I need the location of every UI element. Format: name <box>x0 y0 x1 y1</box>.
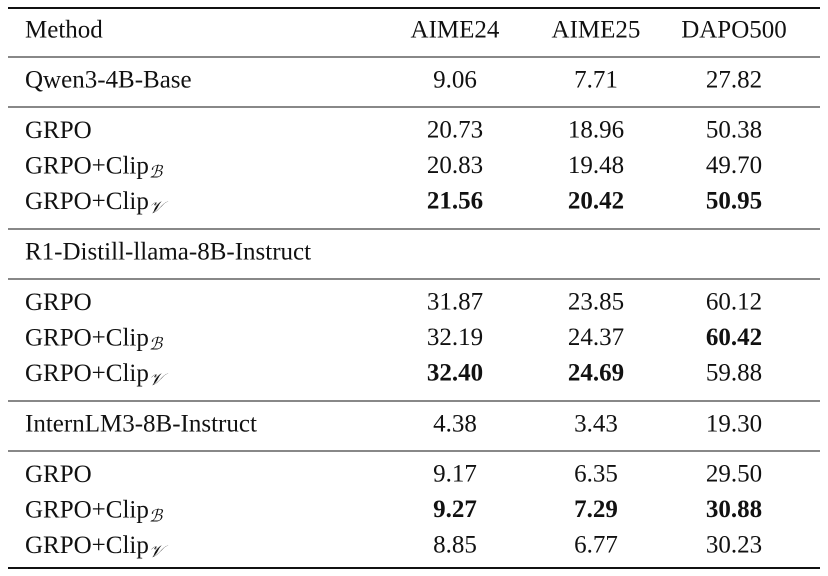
method-name: GRPO <box>25 117 92 144</box>
score-cell: 30.88 <box>706 496 762 523</box>
method-subscript: ℬ <box>149 334 164 353</box>
method-cell: GRPO <box>25 461 92 488</box>
method-name: GRPO+Clip <box>25 360 149 387</box>
score-cell: 6.35 <box>574 461 618 488</box>
method-name: GRPO+Clip <box>25 496 149 523</box>
score-cell: 9.27 <box>433 496 477 523</box>
method-name: GRPO+Clip <box>25 324 149 351</box>
method-name: GRPO <box>25 289 92 316</box>
model-name: R1-Distill-llama-8B-Instruct <box>25 239 311 266</box>
header-cell: AIME25 <box>552 17 641 44</box>
score-cell: 60.42 <box>706 324 762 351</box>
score-cell: 24.37 <box>568 324 624 351</box>
score-cell: 20.42 <box>568 188 624 215</box>
method-subscript: ℬ <box>149 506 164 525</box>
model-value: 3.43 <box>574 411 618 438</box>
score-cell: 20.83 <box>427 152 483 179</box>
method-cell: GRPO+Clip𝒱 <box>25 188 169 217</box>
method-subscript: 𝒱 <box>149 198 169 217</box>
method-cell: GRPO+Clipℬ <box>25 152 164 181</box>
score-cell: 21.56 <box>427 188 483 215</box>
model-name: Qwen3-4B-Base <box>25 67 192 94</box>
header-cell: Method <box>25 17 103 44</box>
header-cell: AIME24 <box>411 17 500 44</box>
score-cell: 31.87 <box>427 289 483 316</box>
score-cell: 32.40 <box>427 360 483 387</box>
model-name: InternLM3-8B-Instruct <box>25 411 257 438</box>
score-cell: 8.85 <box>433 532 477 559</box>
method-cell: GRPO+Clipℬ <box>25 496 164 525</box>
method-cell: GRPO <box>25 117 92 144</box>
score-cell: 7.29 <box>574 496 618 523</box>
score-cell: 19.48 <box>568 152 624 179</box>
method-cell: GRPO+Clipℬ <box>25 324 164 353</box>
method-cell: GRPO+Clip𝒱 <box>25 360 169 389</box>
model-value: 27.82 <box>706 67 762 94</box>
score-cell: 50.38 <box>706 117 762 144</box>
method-subscript: ℬ <box>149 162 164 181</box>
method-subscript: 𝒱 <box>149 542 169 561</box>
method-cell: GRPO+Clip𝒱 <box>25 532 169 561</box>
score-cell: 18.96 <box>568 117 624 144</box>
header-cell: DAPO500 <box>681 17 787 44</box>
score-cell: 20.73 <box>427 117 483 144</box>
score-cell: 29.50 <box>706 461 762 488</box>
score-cell: 24.69 <box>568 360 624 387</box>
score-cell: 6.77 <box>574 532 618 559</box>
score-cell: 9.17 <box>433 461 477 488</box>
model-value: 9.06 <box>433 67 477 94</box>
method-name: GRPO+Clip <box>25 188 149 215</box>
model-value: 19.30 <box>706 411 762 438</box>
model-value: 4.38 <box>433 411 477 438</box>
method-cell: GRPO <box>25 289 92 316</box>
method-name: GRPO+Clip <box>25 152 149 179</box>
score-cell: 30.23 <box>706 532 762 559</box>
score-cell: 50.95 <box>706 188 762 215</box>
method-name: GRPO+Clip <box>25 532 149 559</box>
score-cell: 60.12 <box>706 289 762 316</box>
method-name: GRPO <box>25 461 92 488</box>
score-cell: 59.88 <box>706 360 762 387</box>
score-cell: 23.85 <box>568 289 624 316</box>
score-cell: 49.70 <box>706 152 762 179</box>
method-subscript: 𝒱 <box>149 370 169 389</box>
model-value: 7.71 <box>574 67 618 94</box>
score-cell: 32.19 <box>427 324 483 351</box>
